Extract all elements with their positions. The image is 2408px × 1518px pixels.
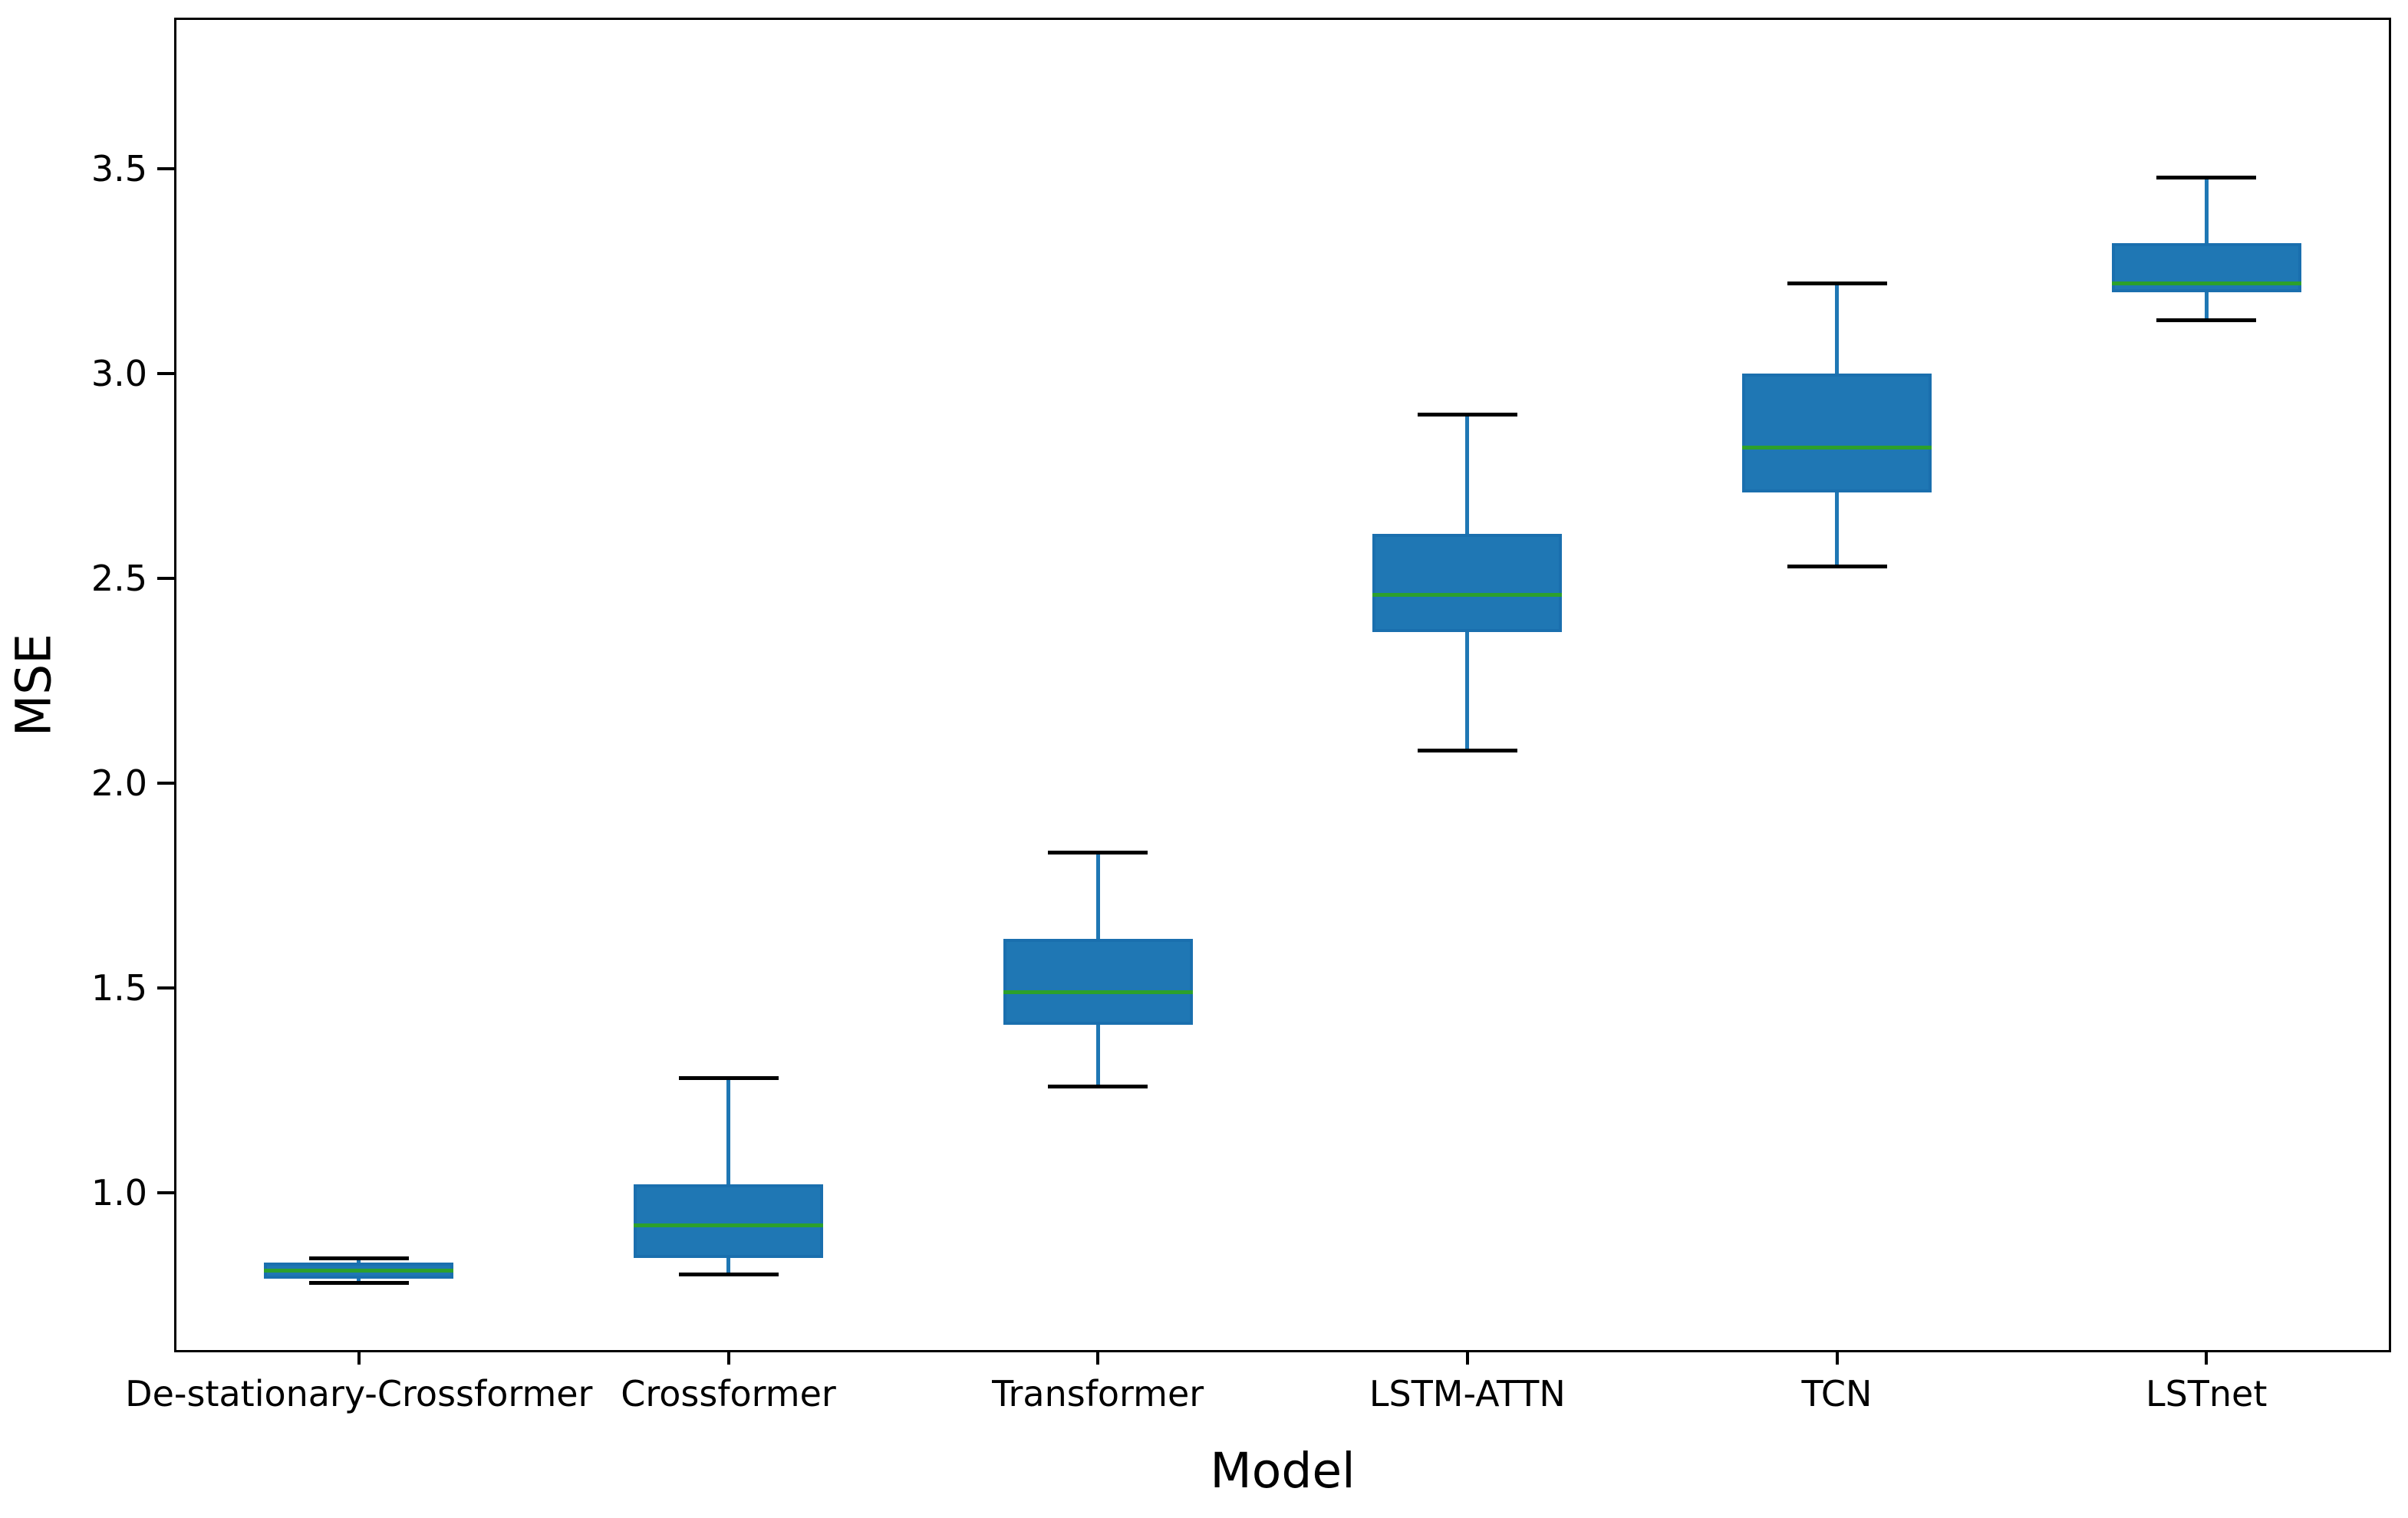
y-tick-mark (157, 986, 174, 989)
y-tick-mark (157, 372, 174, 376)
whisker-upper-tcn (1835, 283, 1839, 374)
whisker-cap-bottom-tcn (1787, 564, 1887, 568)
iqr-box-lstm-attn (1372, 533, 1563, 632)
whisker-lower-crossformer (726, 1258, 730, 1275)
y-tick-label: 1.5 (91, 966, 147, 1009)
x-tick-label-de-stationary-crossformer: De-stationary-Crossformer (125, 1373, 593, 1414)
whisker-lower-lstnet (2204, 291, 2209, 321)
x-tick-mark (1465, 1352, 1469, 1365)
x-tick-label-lstm-attn: LSTM-ATTN (1369, 1373, 1566, 1414)
iqr-box-transformer (1003, 938, 1193, 1025)
y-tick-label: 2.5 (91, 558, 147, 600)
whisker-lower-de-stationary-crossformer (357, 1278, 361, 1283)
x-tick-mark (357, 1352, 361, 1365)
x-tick-label-lstnet: LSTnet (2145, 1373, 2268, 1414)
whisker-cap-top-de-stationary-crossformer (308, 1256, 409, 1260)
median-line-lstm-attn (1372, 593, 1563, 598)
whisker-cap-bottom-crossformer (678, 1273, 779, 1277)
median-line-de-stationary-crossformer (264, 1268, 454, 1273)
whisker-cap-bottom-lstm-attn (1417, 748, 1517, 752)
whisker-cap-top-tcn (1787, 282, 1887, 286)
whisker-upper-lstm-attn (1465, 414, 1470, 534)
x-tick-label-crossformer: Crossformer (621, 1373, 836, 1414)
x-tick-mark (1096, 1352, 1100, 1365)
y-tick-mark (157, 782, 174, 785)
whisker-cap-top-lstm-attn (1417, 413, 1517, 417)
x-tick-label-tcn: TCN (1801, 1373, 1873, 1414)
y-tick-label: 3.0 (91, 353, 147, 395)
whisker-lower-lstm-attn (1465, 631, 1470, 751)
whisker-upper-transformer (1095, 852, 1100, 939)
whisker-cap-bottom-transformer (1048, 1084, 1148, 1088)
iqr-box-tcn (1742, 374, 1932, 493)
whisker-cap-top-lstnet (2156, 175, 2257, 179)
plot-area (174, 18, 2391, 1352)
y-tick-mark (157, 577, 174, 581)
iqr-box-crossformer (634, 1184, 823, 1259)
whisker-cap-bottom-de-stationary-crossformer (308, 1280, 409, 1285)
whisker-upper-lstnet (2204, 177, 2209, 243)
y-axis-label: MSE (5, 633, 62, 737)
whisker-cap-top-transformer (1048, 851, 1148, 855)
y-tick-label: 3.5 (91, 148, 147, 190)
y-tick-label: 1.0 (91, 1171, 147, 1213)
y-tick-label: 2.0 (91, 762, 147, 805)
median-line-lstnet (2111, 282, 2301, 286)
x-tick-mark (726, 1352, 730, 1365)
median-line-transformer (1003, 989, 1193, 994)
y-tick-mark (157, 1190, 174, 1194)
x-tick-label-transformer: Transformer (992, 1373, 1204, 1414)
whisker-lower-transformer (1095, 1025, 1100, 1087)
x-tick-mark (2205, 1352, 2209, 1365)
x-axis-label: Model (1210, 1443, 1356, 1499)
median-line-crossformer (634, 1223, 823, 1228)
median-line-tcn (1742, 445, 1932, 449)
whisker-upper-de-stationary-crossformer (357, 1258, 361, 1263)
whisker-upper-crossformer (726, 1078, 730, 1185)
whisker-lower-tcn (1835, 492, 1839, 567)
x-tick-mark (1835, 1352, 1839, 1365)
whisker-cap-bottom-lstnet (2156, 318, 2257, 323)
y-tick-mark (157, 167, 174, 171)
whisker-cap-top-crossformer (678, 1075, 779, 1080)
